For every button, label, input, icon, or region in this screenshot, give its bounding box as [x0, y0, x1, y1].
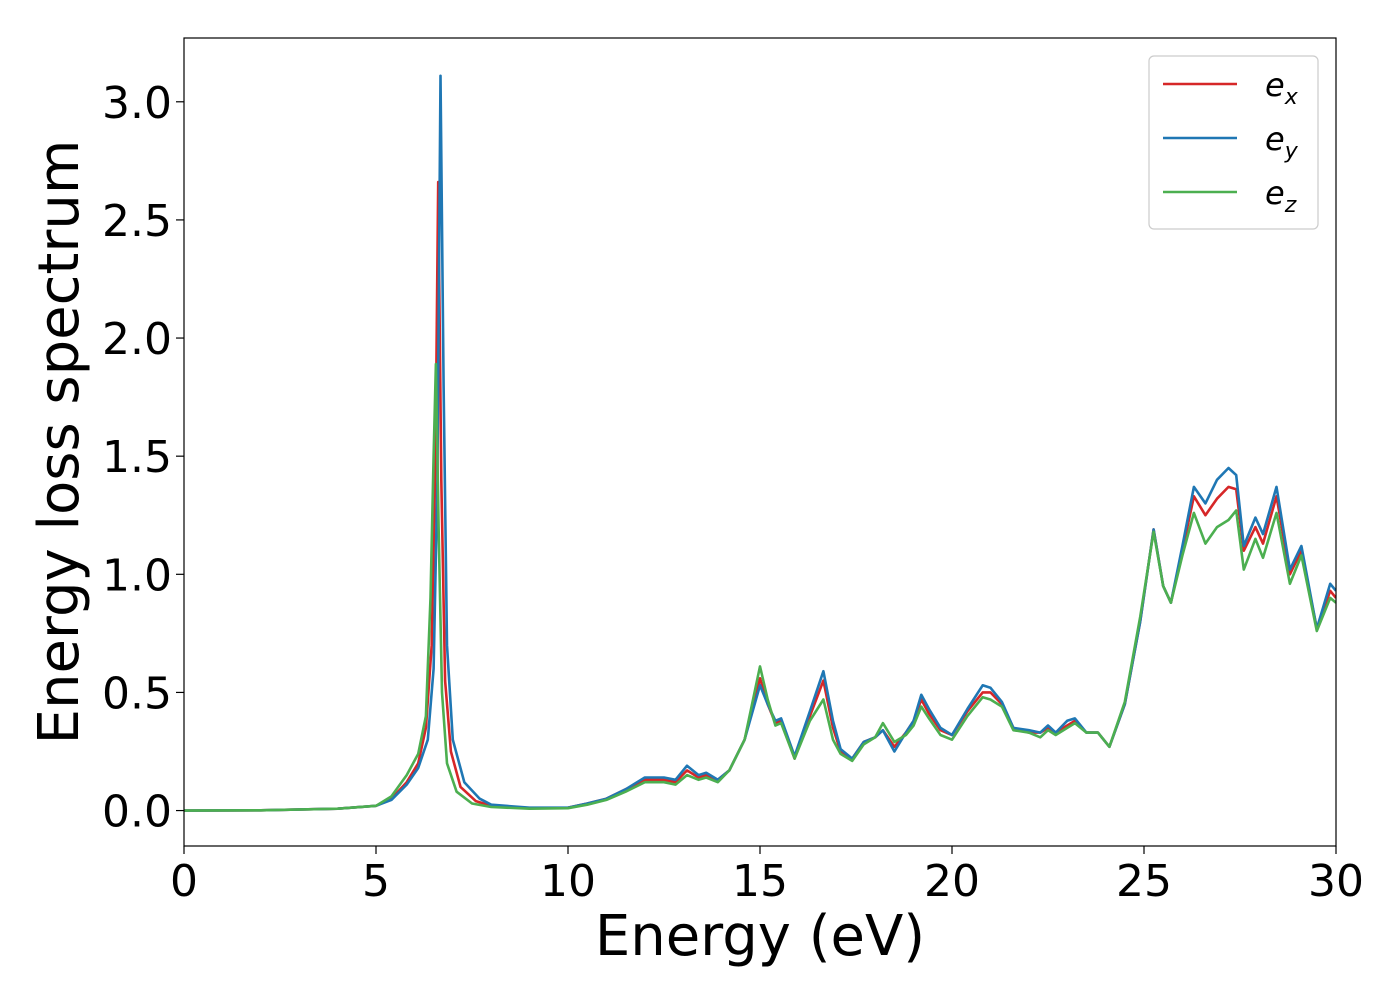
- ticks-layer: 0 5 10 15 20 25 30 0.0 0.5 1.0 1.5 2.0 2.5 3.0: [102, 78, 1364, 907]
- legend-label-subscript: x: [1284, 85, 1299, 110]
- y-tick-label: 2.0: [102, 314, 172, 365]
- legend-label-x: ex: [1265, 66, 1299, 110]
- x-axis-label: Energy (eV): [595, 904, 925, 969]
- series-layer: [184, 74, 1336, 812]
- y-tick-label: 0.0: [102, 787, 172, 838]
- x-tick-label: 5: [362, 856, 390, 907]
- y-tick-label: 1.5: [102, 432, 172, 483]
- legend-label-subscript: z: [1284, 193, 1297, 218]
- x-tick-label: 20: [924, 856, 980, 907]
- y-tick-label: 1.0: [102, 550, 172, 601]
- y-tick-label: 3.0: [102, 78, 172, 129]
- legend-label-z: ez: [1265, 174, 1297, 218]
- x-tick-label: 15: [732, 856, 788, 907]
- x-tick-label: 0: [170, 856, 198, 907]
- y-tick-label: 2.5: [102, 196, 172, 247]
- legend-label-subscript: y: [1284, 139, 1299, 164]
- legend-label-base: e: [1265, 66, 1285, 104]
- x-tick-label: 10: [540, 856, 596, 907]
- x-tick-label: 25: [1116, 856, 1172, 907]
- legend-label-y: ey: [1265, 120, 1299, 164]
- y-tick-label: 0.5: [102, 668, 172, 719]
- legend-label-base: e: [1265, 174, 1285, 212]
- x-tick-label: 30: [1308, 856, 1364, 907]
- series-line-x: [184, 180, 1336, 812]
- legend-box: [1148, 55, 1319, 230]
- y-axis-label: Energy loss spectrum: [27, 140, 92, 745]
- series-line-z: [184, 362, 1336, 812]
- legend-label-base: e: [1265, 120, 1285, 158]
